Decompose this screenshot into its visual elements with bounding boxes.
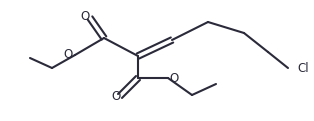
Text: O: O [111, 91, 121, 103]
Text: O: O [169, 72, 179, 84]
Text: O: O [63, 49, 73, 61]
Text: O: O [80, 11, 89, 23]
Text: Cl: Cl [297, 61, 309, 75]
